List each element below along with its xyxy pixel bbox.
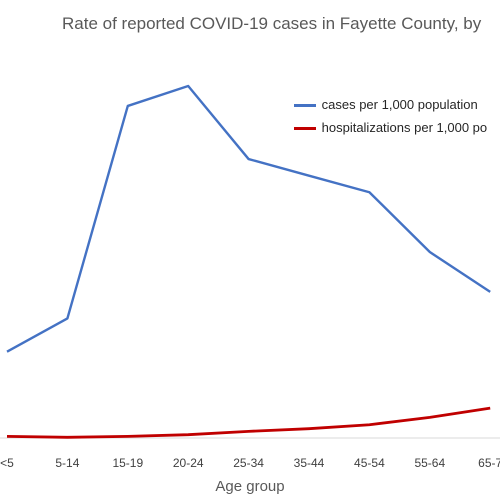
legend-swatch-cases [294,104,316,108]
x-axis-label: Age group [215,478,285,495]
x-tick-label: 20-24 [173,456,204,470]
series-line-hospitalizations [6,406,491,439]
x-tick-label: 55-64 [414,456,445,470]
series-layer [6,84,491,439]
series-line-cases [6,84,491,353]
x-tick-label: 65-7 [478,456,500,470]
legend-item-hospitalizations: hospitalizations per 1,000 po [294,120,487,136]
chart-title: Rate of reported COVID-19 cases in Fayet… [62,14,482,33]
x-tick-label: 5-14 [55,456,79,470]
x-tick-label: 25-34 [233,456,264,470]
x-tick-label: <5 [0,456,14,470]
x-tick-label: 15-19 [112,456,143,470]
x-tick-labels: <5 5-14 15-19 20-24 25-34 35-44 45-54 55-64 65-7 [0,456,500,470]
legend-swatch-hospitalizations [294,127,316,131]
legend-label-cases: cases per 1,000 population [321,97,478,112]
x-tick-label: 45-54 [354,456,385,470]
legend-label-hospitalizations: hospitalizations per 1,000 po [321,120,488,135]
legend-item-cases: cases per 1,000 population [294,97,478,113]
x-tick-label: 35-44 [294,456,325,470]
